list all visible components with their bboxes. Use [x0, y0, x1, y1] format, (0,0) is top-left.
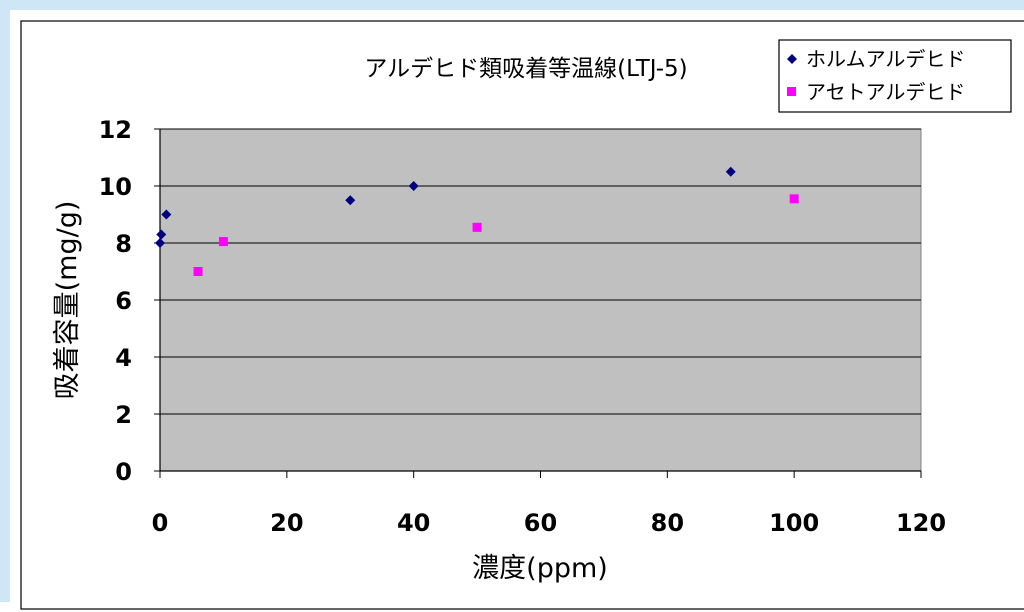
legend-marker-formaldehyde [787, 54, 797, 64]
scatter-point-formaldehyde [725, 166, 736, 177]
scatter-point-acetaldehyde [193, 267, 203, 276]
scatter-point-acetaldehyde [218, 237, 228, 247]
y-axis-tick-labels: 0 2 4 6 8 10 12 [99, 116, 132, 486]
y-tick-label: 10 [99, 173, 132, 201]
x-tick-label: 20 [270, 509, 303, 537]
x-tick-label: 60 [524, 509, 557, 537]
x-tick-label: 40 [397, 509, 430, 537]
y-axis-title: 吸着容量(mg/g) [52, 201, 83, 400]
y-tick-label: 6 [115, 287, 132, 315]
scatter-point-acetaldehyde [789, 194, 799, 204]
legend: ホルムアルデヒド アセトアルデヒド [778, 39, 1012, 113]
x-tick-label: 120 [896, 509, 946, 537]
grid-lines [160, 128, 921, 415]
scatter-point-formaldehyde [345, 195, 356, 206]
x-tick-label: 80 [651, 509, 684, 537]
legend-label-acetaldehyde: アセトアルデヒド [806, 80, 965, 104]
scatter-point-formaldehyde [156, 229, 167, 240]
scatter-point-formaldehyde [161, 209, 172, 220]
scatter-point-formaldehyde [408, 181, 419, 191]
legend-box [778, 39, 1012, 113]
legend-label-formaldehyde: ホルムアルデヒド [806, 47, 965, 71]
x-tick-label: 0 [152, 509, 169, 537]
legend-marker-acetaldehyde [787, 87, 796, 96]
x-axis-tick-labels: 0 20 40 60 80 100 120 [152, 509, 946, 537]
y-tick-label: 8 [115, 230, 132, 258]
x-tick-label: 100 [769, 509, 819, 537]
x-axis-title: 濃度(ppm) [472, 553, 608, 584]
chart-title: アルデヒド類吸着等温線(LTJ-5) [364, 56, 687, 82]
scatter-point-acetaldehyde [472, 222, 482, 232]
chart-canvas: 0 2 4 6 8 10 12 0 20 40 60 80 100 120 アルデヒド類吸着等温線(LT… [20, 20, 1024, 610]
y-tick-label: 12 [99, 116, 132, 144]
y-tick-label: 4 [115, 344, 132, 372]
data-points [155, 166, 799, 276]
axes [154, 128, 922, 478]
scatter-point-formaldehyde [155, 238, 165, 248]
y-tick-label: 2 [115, 401, 132, 429]
y-tick-label: 0 [115, 458, 132, 486]
